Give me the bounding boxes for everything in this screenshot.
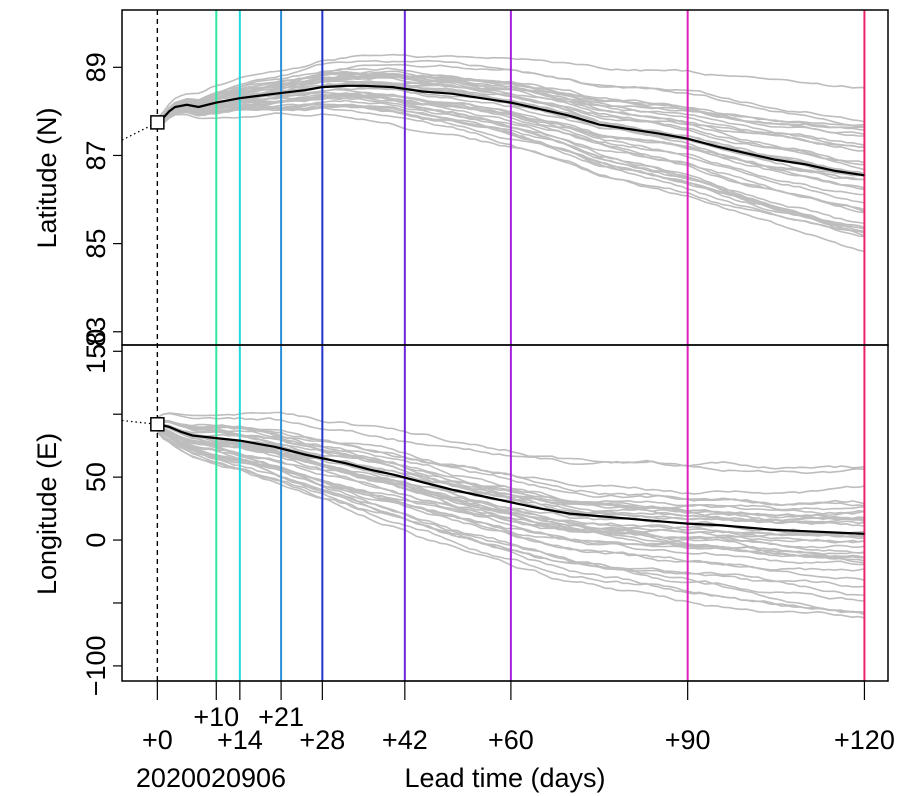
longitude-axis-label: Longitude (E) — [32, 433, 62, 595]
ensemble-mean-line — [157, 423, 865, 535]
x-tick-label: +60 — [488, 725, 534, 755]
y-tick-label: 87 — [81, 140, 111, 170]
pre-start-track — [121, 419, 158, 425]
y-tick-label: 0 — [81, 533, 111, 548]
init-time-label: 2020020906 — [136, 763, 286, 793]
start-marker — [150, 115, 165, 130]
x-axis-label: Lead time (days) — [404, 763, 605, 793]
x-tick-label: +120 — [834, 725, 895, 755]
x-tick-label: +10 — [193, 702, 239, 732]
axes: 83 85 87 89 −100 0 50 150 +0 +10+14+21+28 +42 +60 +9… — [81, 52, 895, 755]
start-markers — [121, 115, 165, 432]
y-tick-label: 85 — [81, 229, 111, 259]
ensemble-means — [156, 84, 865, 535]
y-tick-label: 50 — [81, 462, 111, 492]
ensemble-mean-line — [156, 84, 865, 177]
latitude-axis-label: Latitude (N) — [32, 107, 62, 248]
y-tick-label: 83 — [81, 317, 111, 347]
x-tick-label: +90 — [665, 725, 711, 755]
y-tick-label: 150 — [81, 329, 111, 374]
start-marker — [150, 417, 165, 432]
x-tick-label: +21 — [258, 702, 304, 732]
x-tick-label: +14 — [217, 725, 263, 755]
latitude-panel-frame — [121, 9, 889, 346]
x-tick-label: +28 — [299, 725, 345, 755]
y-tick-label: −100 — [81, 635, 111, 696]
x-tick-label: +42 — [382, 725, 428, 755]
y-tick-label: 89 — [81, 52, 111, 82]
x-tick-label: +0 — [142, 725, 173, 755]
